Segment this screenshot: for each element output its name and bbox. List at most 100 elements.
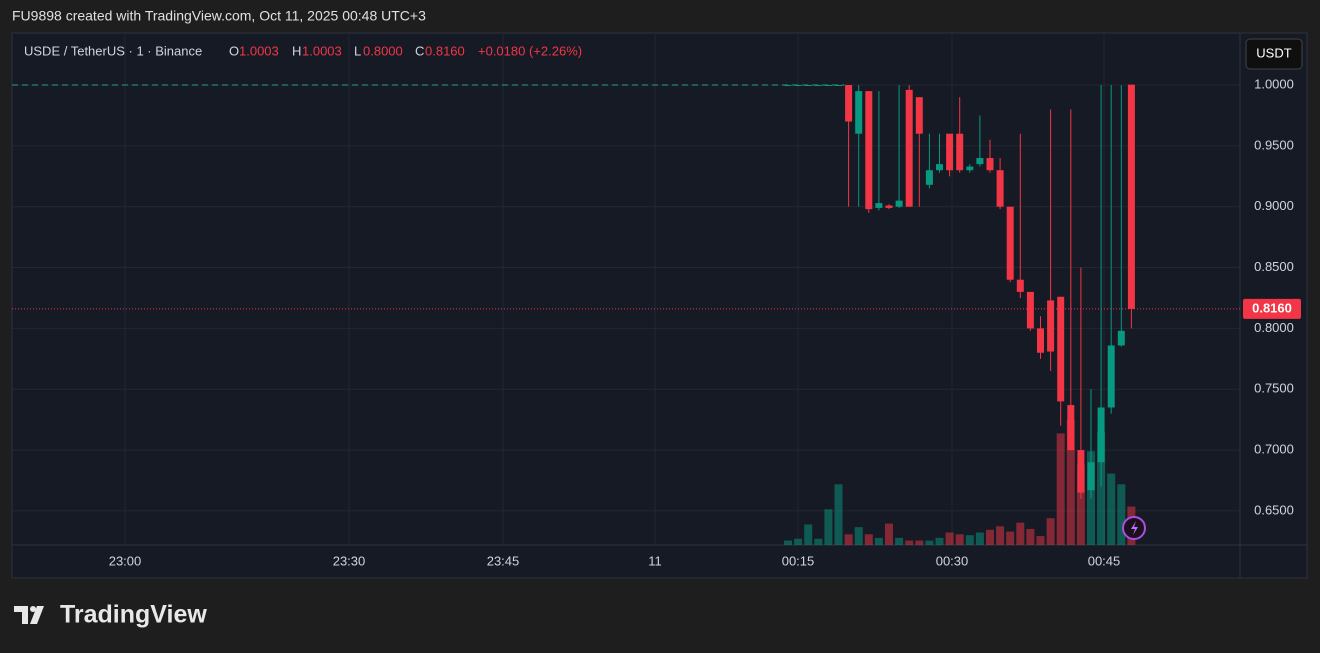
volume-bar (834, 484, 843, 545)
candle-body (946, 133, 954, 171)
legend-l: 0.8000 (363, 43, 403, 58)
legend-h: 1.0003 (302, 43, 342, 58)
volume-bar (1056, 433, 1065, 545)
volume-bar (784, 540, 792, 545)
candle-body (804, 85, 812, 87)
last-price-box (1243, 298, 1301, 319)
candle-body (925, 170, 933, 185)
x-tick-label: 00:30 (936, 553, 969, 568)
volume-bar (965, 535, 974, 545)
candle-body (986, 158, 994, 171)
candle-body (976, 158, 984, 165)
legend-h-label: H (292, 43, 301, 58)
volume-bar (1066, 420, 1075, 545)
candle-body (885, 205, 893, 208)
y-tick-label: 0.8500 (1254, 259, 1294, 274)
volume-bar (874, 537, 883, 545)
currency: USDT (1256, 45, 1291, 60)
volume-bar (915, 540, 924, 545)
candle-body (1047, 300, 1055, 352)
plot: 0.6500 0.7000 0.7500 0.8000 0.8500 0.9000 0.95… (12, 33, 1307, 578)
logo: TradingView (14, 601, 207, 629)
candle-body (1097, 407, 1105, 463)
y-tick-label: 0.9500 (1254, 137, 1294, 152)
candle-body (956, 133, 964, 171)
candle-body (1016, 279, 1024, 292)
candle-body (824, 85, 832, 87)
volume-bar (986, 529, 994, 545)
volume-bar (935, 537, 944, 545)
alert-bolt (1131, 521, 1138, 535)
volume-bar (804, 524, 813, 545)
volume-bar (844, 534, 853, 545)
logo-dot (30, 606, 36, 612)
candle-body (835, 85, 842, 87)
candle-body (845, 85, 853, 122)
candle-body (1006, 206, 1014, 280)
candle-body (1087, 462, 1095, 491)
volume-bar (925, 540, 934, 545)
legend-o: 1.0003 (239, 43, 279, 58)
volume-bar (996, 526, 1005, 545)
candle-body (895, 200, 903, 207)
x-tick-label: 00:45 (1088, 553, 1121, 568)
x-tick-label: 23:30 (333, 553, 366, 568)
candle-body (814, 85, 822, 87)
header: FU9898 created with TradingView.com, Oct… (12, 8, 426, 24)
candle-body (1127, 84, 1135, 309)
legend-c: 0.8160 (425, 43, 465, 58)
volume-bar (1016, 522, 1025, 545)
candle-body (936, 164, 943, 171)
volume-bar (975, 532, 984, 545)
y-tick-label: 0.8000 (1254, 320, 1294, 335)
legend-symbol: USDE / TetherUS · 1 · Binance (24, 43, 202, 58)
volume-bar (814, 538, 823, 545)
volume-bar (1046, 518, 1055, 545)
candle-body (1117, 330, 1125, 346)
volume-bar (895, 537, 904, 545)
last-price-label: 0.8160 (1252, 300, 1292, 315)
y-tick-label: 1.0000 (1254, 76, 1294, 91)
legend-o-label: O (229, 43, 239, 58)
x-tick-label: 23:45 (487, 553, 520, 568)
candle-body (915, 97, 923, 134)
candle-body (855, 91, 863, 134)
volume-bar (854, 527, 863, 545)
volume-bar (905, 540, 914, 545)
volume-bar (864, 534, 873, 545)
x-tick-label: 00:15 (782, 553, 815, 568)
volume-bar (955, 534, 964, 545)
candle-body (1067, 405, 1075, 451)
volume-bar (1006, 531, 1015, 545)
candle-body (905, 89, 913, 207)
volume-bar (1036, 536, 1045, 545)
volume-bar (1097, 431, 1106, 545)
volume-bar (824, 509, 833, 545)
legend-ohlc: O 1.0003 H 1.0003 L 0.8000 C 0.8160 +0.0… (229, 43, 582, 58)
volume-bar (945, 532, 954, 545)
candle-body (794, 85, 802, 87)
y-tick-label: 0.7000 (1254, 442, 1294, 457)
y-tick-label: 0.9000 (1254, 198, 1294, 213)
candle-body (1077, 450, 1085, 493)
candle-body (1037, 328, 1044, 353)
candle-body (865, 91, 873, 210)
legend-c-label: C (415, 43, 424, 58)
volume-bar (1117, 484, 1126, 545)
candle-body (1057, 296, 1065, 402)
y-tick-label: 0.6500 (1254, 502, 1294, 517)
legend-l-label: L (354, 43, 361, 58)
candle-body (1107, 345, 1115, 408)
brand: TradingView (60, 601, 207, 629)
candle-body (1026, 291, 1034, 329)
logo-icon (14, 606, 44, 624)
y-tick-label: 0.7500 (1254, 381, 1294, 396)
legend-change: +0.0180 (+2.26%) (478, 43, 582, 58)
volume-bar (1076, 464, 1085, 545)
currency-button[interactable] (1245, 38, 1303, 70)
candle-body (966, 166, 974, 171)
candle-body (784, 85, 792, 87)
volume-bar (794, 538, 803, 545)
